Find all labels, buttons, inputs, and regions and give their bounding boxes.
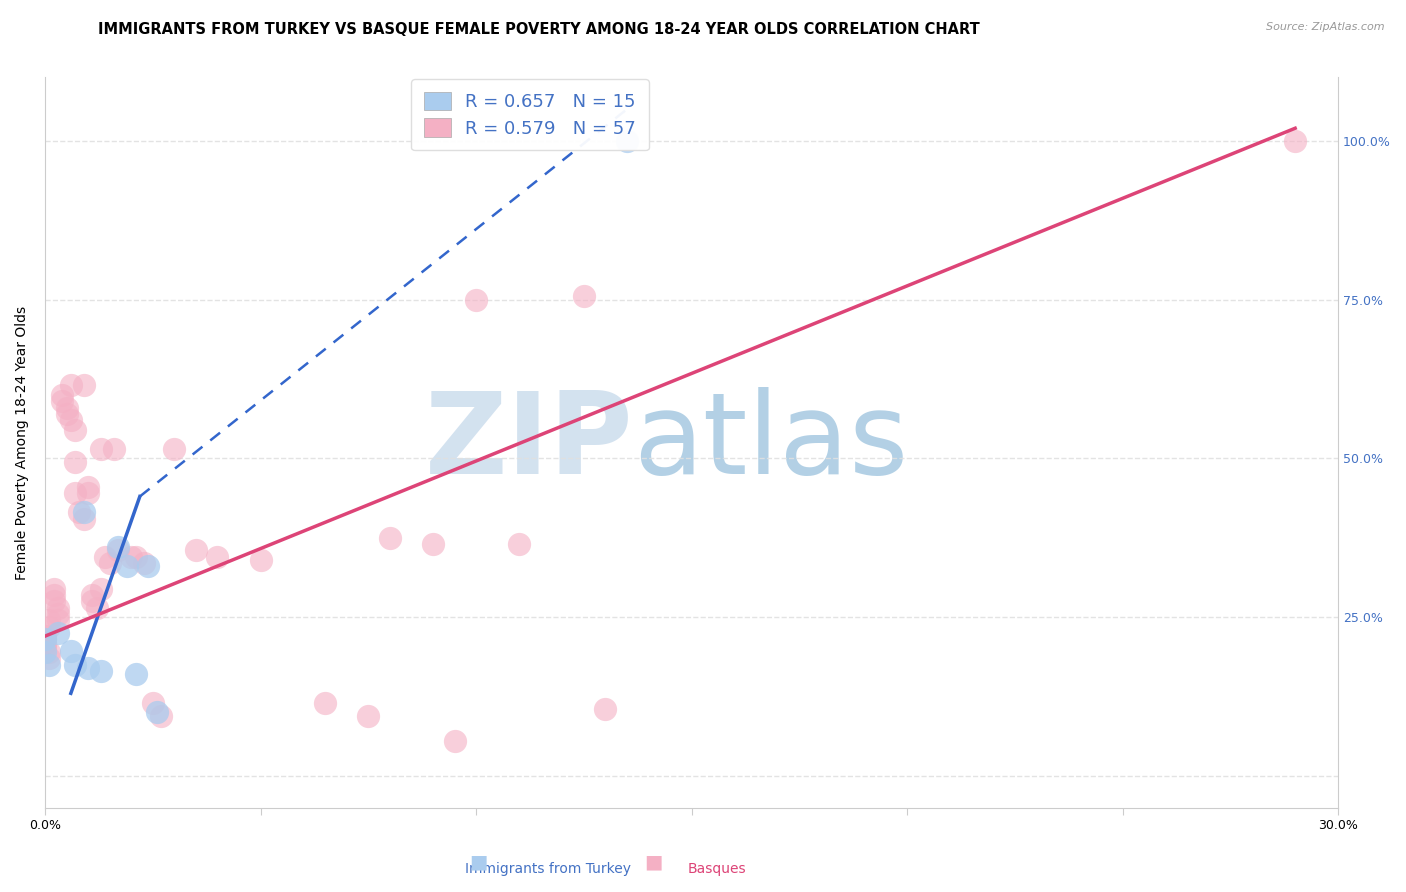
Point [616,134,638,148]
Text: ZIP: ZIP [425,387,634,498]
Point [150,708,173,723]
Point [34,632,56,647]
Point [77,480,100,494]
Point [38,620,60,634]
Point [77,486,100,500]
Point [115,559,138,574]
Point [46,613,69,627]
Point [595,702,617,716]
Point [134,556,156,570]
Point [103,442,125,456]
Point [38,613,60,627]
Point [465,293,488,307]
Point [163,442,186,456]
Point [124,667,146,681]
Point [34,632,56,647]
Point [46,626,69,640]
Point [34,645,56,659]
Point [42,582,65,596]
Point [314,696,336,710]
Text: Source: ZipAtlas.com: Source: ZipAtlas.com [1267,22,1385,32]
Point [94,549,117,564]
Point [34,639,56,653]
Point [34,635,56,649]
Text: ■: ■ [468,853,488,871]
Point [34,629,56,643]
Point [90,582,112,596]
Point [55,401,77,415]
Legend: R = 0.657   N = 15, R = 0.579   N = 57: R = 0.657 N = 15, R = 0.579 N = 57 [411,79,648,151]
Point [63,423,86,437]
Point [138,559,160,574]
Point [378,531,401,545]
Point [42,594,65,608]
Point [63,454,86,468]
Point [443,734,465,748]
Point [1284,134,1306,148]
Point [184,543,207,558]
Point [572,289,595,303]
Text: Basques: Basques [688,862,747,876]
Point [90,664,112,678]
Point [142,696,165,710]
Point [51,394,73,409]
Y-axis label: Female Poverty Among 18-24 Year Olds: Female Poverty Among 18-24 Year Olds [15,305,30,580]
Point [146,706,169,720]
Point [59,378,82,392]
Point [90,442,112,456]
Point [107,543,129,558]
Point [86,600,108,615]
Point [63,657,86,672]
Point [38,651,60,665]
Point [59,644,82,658]
Point [422,537,444,551]
Point [82,588,104,602]
Point [38,645,60,659]
Point [59,413,82,427]
Point [73,378,96,392]
Point [34,641,56,656]
Point [42,588,65,602]
Text: atlas: atlas [634,387,908,498]
Point [107,541,129,555]
Point [46,607,69,621]
Point [51,388,73,402]
Point [82,594,104,608]
Point [357,708,380,723]
Text: Immigrants from Turkey: Immigrants from Turkey [465,862,631,876]
Text: IMMIGRANTS FROM TURKEY VS BASQUE FEMALE POVERTY AMONG 18-24 YEAR OLDS CORRELATIO: IMMIGRANTS FROM TURKEY VS BASQUE FEMALE … [98,22,980,37]
Point [73,512,96,526]
Point [55,407,77,421]
Point [508,537,530,551]
Point [124,549,146,564]
Point [69,505,91,519]
Point [46,600,69,615]
Point [38,657,60,672]
Point [249,553,271,567]
Point [207,549,229,564]
Point [73,505,96,519]
Point [120,549,142,564]
Text: ■: ■ [644,853,664,871]
Point [98,556,121,570]
Point [77,661,100,675]
Point [63,486,86,500]
